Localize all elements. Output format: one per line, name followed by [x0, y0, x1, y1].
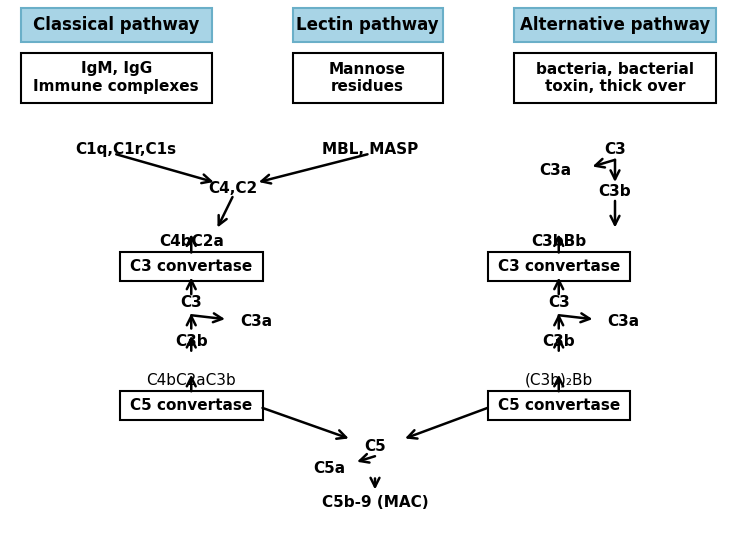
Text: Alternative pathway: Alternative pathway [520, 16, 710, 34]
FancyBboxPatch shape [488, 391, 630, 420]
Text: C5a: C5a [313, 461, 345, 477]
Text: C3b: C3b [598, 184, 632, 199]
Text: C3: C3 [604, 142, 625, 158]
Text: C5: C5 [364, 439, 386, 455]
Text: MBL, MASP: MBL, MASP [322, 142, 419, 158]
Text: C3 convertase: C3 convertase [130, 259, 252, 274]
Text: C3a: C3a [608, 314, 640, 330]
FancyBboxPatch shape [488, 252, 630, 281]
Text: Mannose
residues: Mannose residues [329, 62, 406, 94]
Text: C3: C3 [180, 295, 203, 310]
Text: C3a: C3a [539, 163, 572, 178]
Text: C3 convertase: C3 convertase [498, 259, 620, 274]
Text: C3a: C3a [240, 314, 272, 330]
Text: C5 convertase: C5 convertase [130, 397, 252, 413]
Text: (C3b)₂Bb: (C3b)₂Bb [525, 372, 592, 388]
Text: C3: C3 [548, 295, 570, 310]
FancyBboxPatch shape [514, 53, 716, 103]
FancyBboxPatch shape [514, 8, 716, 42]
FancyBboxPatch shape [120, 391, 262, 420]
Text: C3b: C3b [175, 334, 208, 349]
FancyBboxPatch shape [292, 53, 442, 103]
FancyBboxPatch shape [292, 8, 442, 42]
Text: C5b-9 (MAC): C5b-9 (MAC) [322, 495, 428, 510]
Text: C3bBb: C3bBb [531, 234, 586, 249]
Text: IgM, IgG
Immune complexes: IgM, IgG Immune complexes [34, 62, 199, 94]
FancyBboxPatch shape [20, 53, 211, 103]
Text: Classical pathway: Classical pathway [33, 16, 200, 34]
Text: C4bC2a: C4bC2a [159, 234, 224, 249]
Text: C4,C2: C4,C2 [208, 181, 257, 196]
Text: C4bC2aC3b: C4bC2aC3b [146, 372, 236, 388]
Text: C3b: C3b [542, 334, 575, 349]
Text: Lectin pathway: Lectin pathway [296, 16, 439, 34]
Text: C5 convertase: C5 convertase [498, 397, 620, 413]
Text: bacteria, bacterial
toxin, thick over: bacteria, bacterial toxin, thick over [536, 62, 694, 94]
FancyBboxPatch shape [120, 252, 262, 281]
FancyBboxPatch shape [20, 8, 211, 42]
Text: C1q,C1r,C1s: C1q,C1r,C1s [75, 142, 176, 158]
